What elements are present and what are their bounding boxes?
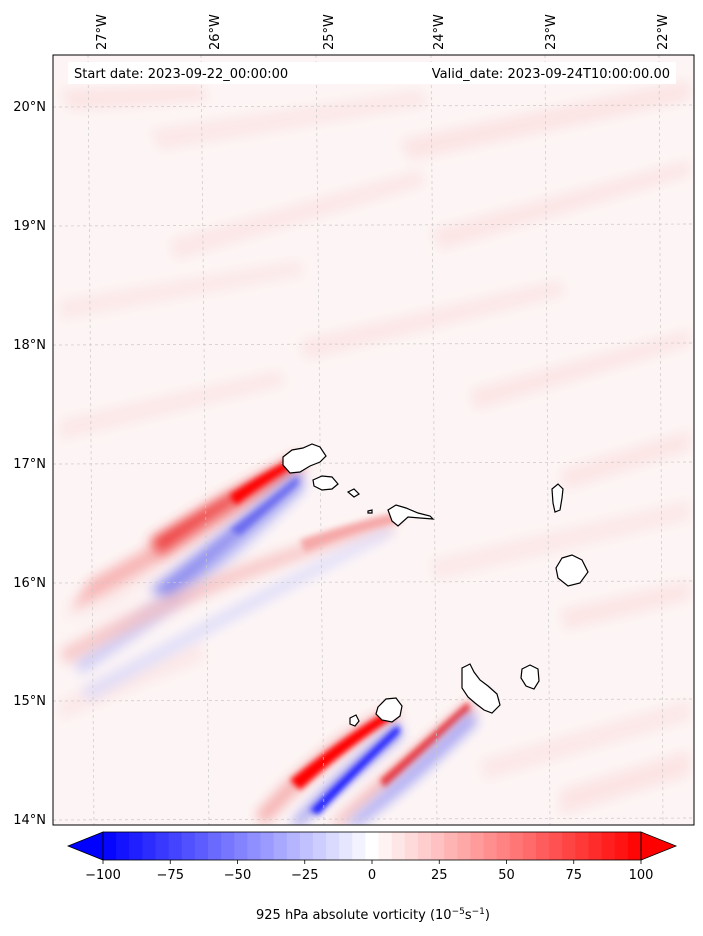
colorbar-segment	[168, 832, 183, 860]
valid-date-label: Valid_date: 2023-09-24T10:00:00.00	[432, 67, 670, 82]
colorbar-tick-label: 25	[431, 868, 448, 883]
colorbar-segment	[444, 832, 458, 860]
colorbar-segment	[391, 832, 406, 860]
colorbar-segment	[562, 832, 576, 860]
lon-label-23w: 23°W	[544, 14, 559, 50]
colorbar-segment	[601, 832, 616, 860]
colorbar-segment	[273, 832, 288, 860]
colorbar-tick-label: −50	[224, 868, 251, 883]
colorbar-segment	[549, 832, 563, 860]
colorbar-segment	[194, 832, 209, 860]
lon-label-26w: 26°W	[208, 14, 223, 50]
map-panel: Start date: 2023-09-22_00:00:00 Valid_da…	[52, 54, 695, 826]
colorbar-segment	[103, 832, 117, 860]
colorbar-segment	[536, 832, 550, 860]
colorbar-segment	[247, 832, 261, 860]
colorbar-segment	[522, 832, 537, 860]
colorbar-segment	[207, 832, 222, 860]
colorbar: −100 −75 −50 −25 0 25 50 75 100 925 hPa absolute…	[66, 831, 678, 923]
island-sao-nicolau	[387, 504, 435, 527]
colorbar-segment	[312, 832, 327, 860]
lat-label-17n: 17°N	[13, 457, 46, 472]
colorbar-tick-label: −75	[157, 868, 184, 883]
colorbar-segment	[299, 832, 314, 860]
island-sao-vicente	[312, 475, 339, 491]
lat-label-19n: 19°N	[13, 219, 46, 234]
colorbar-tick-label: 100	[629, 868, 654, 883]
colorbar-segment	[483, 832, 498, 860]
colorbar-tick-label: −100	[85, 868, 121, 883]
colorbar-segment	[155, 832, 170, 860]
lon-label-24w: 24°W	[432, 14, 447, 50]
colorbar-segment	[339, 832, 353, 860]
colorbar-ticks: −100 −75 −50 −25 0 25 50 75 100	[85, 860, 653, 883]
vorticity-background-noise	[60, 80, 690, 815]
colorbar-segment	[457, 832, 471, 860]
colorbar-tick-label: 75	[565, 868, 582, 883]
longitude-labels: 27°W 26°W 25°W 24°W 23°W 22°W	[95, 14, 671, 50]
colorbar-segment	[404, 832, 419, 860]
lat-label-16n: 16°N	[13, 576, 46, 591]
island-santa-luzia	[346, 488, 360, 498]
header-background	[68, 62, 676, 84]
colorbar-tick-label: 0	[368, 868, 376, 883]
lon-label-27w: 27°W	[95, 14, 110, 50]
colorbar-segment	[575, 832, 590, 860]
colorbar-label: 925 hPa absolute vorticity (10−5s−1)	[256, 907, 490, 923]
colorbar-segment	[614, 832, 629, 860]
island-maio	[520, 664, 540, 690]
start-date-label: Start date: 2023-09-22_00:00:00	[74, 67, 288, 82]
island-fogo	[375, 697, 403, 723]
lat-label-14n: 14°N	[13, 813, 46, 828]
colorbar-segment	[470, 832, 485, 860]
lat-label-18n: 18°N	[13, 338, 46, 353]
colorbar-segment	[378, 832, 393, 860]
colorbar-segment	[129, 832, 143, 860]
colorbar-extend-max	[640, 831, 678, 861]
lon-label-22w: 22°W	[656, 14, 671, 50]
colorbar-segment	[496, 832, 511, 860]
colorbar-segment	[352, 832, 366, 860]
colorbar-segment	[365, 832, 380, 860]
colorbar-segment	[142, 832, 156, 860]
lat-label-15n: 15°N	[13, 694, 46, 709]
island-santo-antao	[282, 443, 327, 474]
vorticity-wake-south	[255, 686, 495, 825]
colorbar-segments	[103, 832, 642, 860]
colorbar-tick-label: −25	[291, 868, 318, 883]
colorbar-segment	[588, 832, 603, 860]
map-frame	[52, 54, 695, 826]
colorbar-segment	[286, 832, 301, 860]
island-boa-vista	[555, 554, 589, 587]
island-raso	[367, 509, 373, 514]
colorbar-segment	[431, 832, 445, 860]
colorbar-tick-label: 50	[498, 868, 515, 883]
colorbar-segment	[181, 832, 196, 860]
vorticity-wake-north	[60, 455, 402, 700]
lat-label-20n: 20°N	[13, 100, 46, 115]
colorbar-extend-min	[66, 831, 104, 861]
colorbar-segment	[234, 832, 248, 860]
colorbar-segment	[417, 832, 432, 860]
colorbar-segment	[116, 832, 130, 860]
lon-label-25w: 25°W	[322, 14, 337, 50]
island-santiago	[461, 663, 501, 714]
colorbar-segment	[260, 832, 275, 860]
island-sal	[551, 483, 564, 513]
cape-verde-islands	[282, 443, 589, 727]
island-brava	[349, 714, 360, 727]
latitude-labels: 20°N 19°N 18°N 17°N 16°N 15°N 14°N	[13, 100, 46, 828]
colorbar-segment	[627, 832, 642, 860]
map-gridlines	[53, 55, 694, 825]
colorbar-segment	[509, 832, 524, 860]
colorbar-segment	[221, 832, 235, 860]
colorbar-segment	[326, 832, 340, 860]
